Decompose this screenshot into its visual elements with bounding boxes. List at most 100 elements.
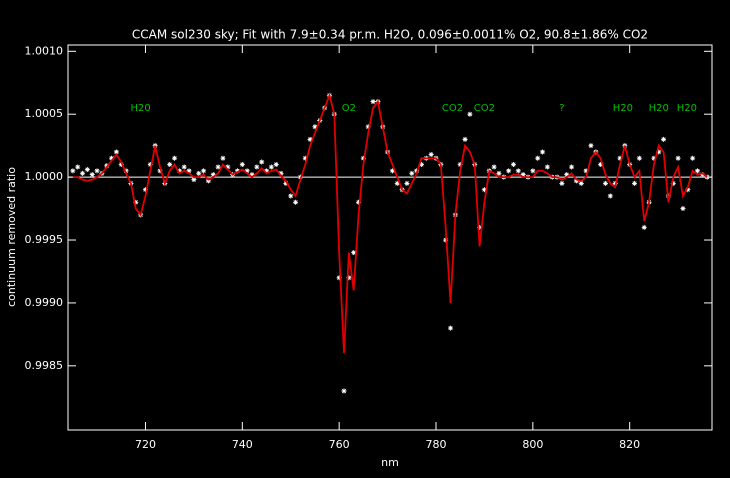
data-point xyxy=(530,168,536,174)
annotation: O2 xyxy=(342,103,356,114)
data-point xyxy=(191,177,197,183)
data-point xyxy=(632,180,638,186)
data-point xyxy=(341,388,347,394)
data-point xyxy=(210,172,216,178)
x-tick-label: 760 xyxy=(329,438,350,451)
data-point xyxy=(544,164,550,170)
data-point xyxy=(118,162,124,168)
data-point xyxy=(602,180,608,186)
data-point xyxy=(239,162,245,168)
data-point xyxy=(651,155,657,161)
annotation: CO2 xyxy=(474,103,495,114)
data-point xyxy=(477,224,483,230)
data-point xyxy=(607,193,613,199)
y-tick-label: 1.0010 xyxy=(25,44,64,57)
data-point xyxy=(80,170,86,176)
data-point xyxy=(278,170,284,176)
x-tick-label: 800 xyxy=(522,438,543,451)
data-point xyxy=(89,172,95,178)
x-axis-label: nm xyxy=(381,456,399,469)
data-point xyxy=(249,172,255,178)
annotation: ? xyxy=(559,103,564,114)
data-point xyxy=(147,162,153,168)
data-point xyxy=(598,162,604,168)
data-point xyxy=(699,172,705,178)
data-point xyxy=(462,136,468,142)
data-point xyxy=(356,199,362,205)
data-point xyxy=(559,180,565,186)
data-point xyxy=(540,149,546,155)
data-point xyxy=(142,187,148,193)
data-point xyxy=(302,155,308,161)
data-point xyxy=(506,168,512,174)
data-point xyxy=(448,325,454,331)
data-point xyxy=(254,164,260,170)
data-point xyxy=(680,206,686,212)
data-point xyxy=(196,170,202,176)
x-tick-label: 720 xyxy=(135,438,156,451)
data-point xyxy=(573,178,579,184)
data-point xyxy=(690,155,696,161)
y-tick-label: 1.0000 xyxy=(25,170,64,183)
x-tick-label: 820 xyxy=(619,438,640,451)
fit-line xyxy=(72,92,708,354)
data-point xyxy=(259,159,265,165)
data-point xyxy=(75,164,81,170)
data-point xyxy=(704,174,710,180)
data-point xyxy=(467,111,473,117)
data-point xyxy=(569,164,575,170)
data-point xyxy=(312,124,318,130)
data-point xyxy=(481,187,487,193)
data-point xyxy=(346,275,352,281)
annotation: H20 xyxy=(131,103,151,114)
data-point xyxy=(588,143,594,149)
annotation: CO2 xyxy=(442,103,463,114)
x-tick-label: 740 xyxy=(232,438,253,451)
data-point xyxy=(157,168,163,174)
x-tick-label: 780 xyxy=(426,438,447,451)
annotation: H20 xyxy=(649,103,669,114)
data-point xyxy=(336,275,342,281)
data-point xyxy=(201,168,207,174)
data-point xyxy=(133,199,139,205)
chart-title: CCAM sol230 sky; Fit with 7.9±0.34 pr.m.… xyxy=(132,28,648,42)
data-point xyxy=(564,172,570,178)
data-point xyxy=(418,162,424,168)
data-point xyxy=(515,168,521,174)
data-point xyxy=(641,224,647,230)
data-point xyxy=(578,180,584,186)
data-point xyxy=(520,172,526,178)
data-point xyxy=(225,164,231,170)
data-point xyxy=(273,162,279,168)
data-point xyxy=(215,164,221,170)
data-point xyxy=(109,155,115,161)
data-point xyxy=(293,199,299,205)
data-point xyxy=(244,168,250,174)
data-point xyxy=(176,168,182,174)
data-point xyxy=(123,168,129,174)
data-point xyxy=(360,155,366,161)
plot-frame xyxy=(67,44,713,431)
data-point xyxy=(234,168,240,174)
data-point xyxy=(288,193,294,199)
data-point xyxy=(694,168,700,174)
data-point xyxy=(307,136,313,142)
data-point xyxy=(94,168,100,174)
annotation: H20 xyxy=(613,103,633,114)
annotation: H20 xyxy=(677,103,697,114)
data-point xyxy=(510,162,516,168)
data-point xyxy=(656,149,662,155)
data-point xyxy=(283,180,289,186)
data-point xyxy=(636,155,642,161)
data-point xyxy=(268,164,274,170)
data-point xyxy=(583,168,589,174)
data-point xyxy=(351,250,357,256)
data-point xyxy=(167,162,173,168)
data-point xyxy=(181,164,187,170)
data-point xyxy=(535,155,541,161)
data-point xyxy=(186,168,192,174)
data-point xyxy=(394,180,400,186)
